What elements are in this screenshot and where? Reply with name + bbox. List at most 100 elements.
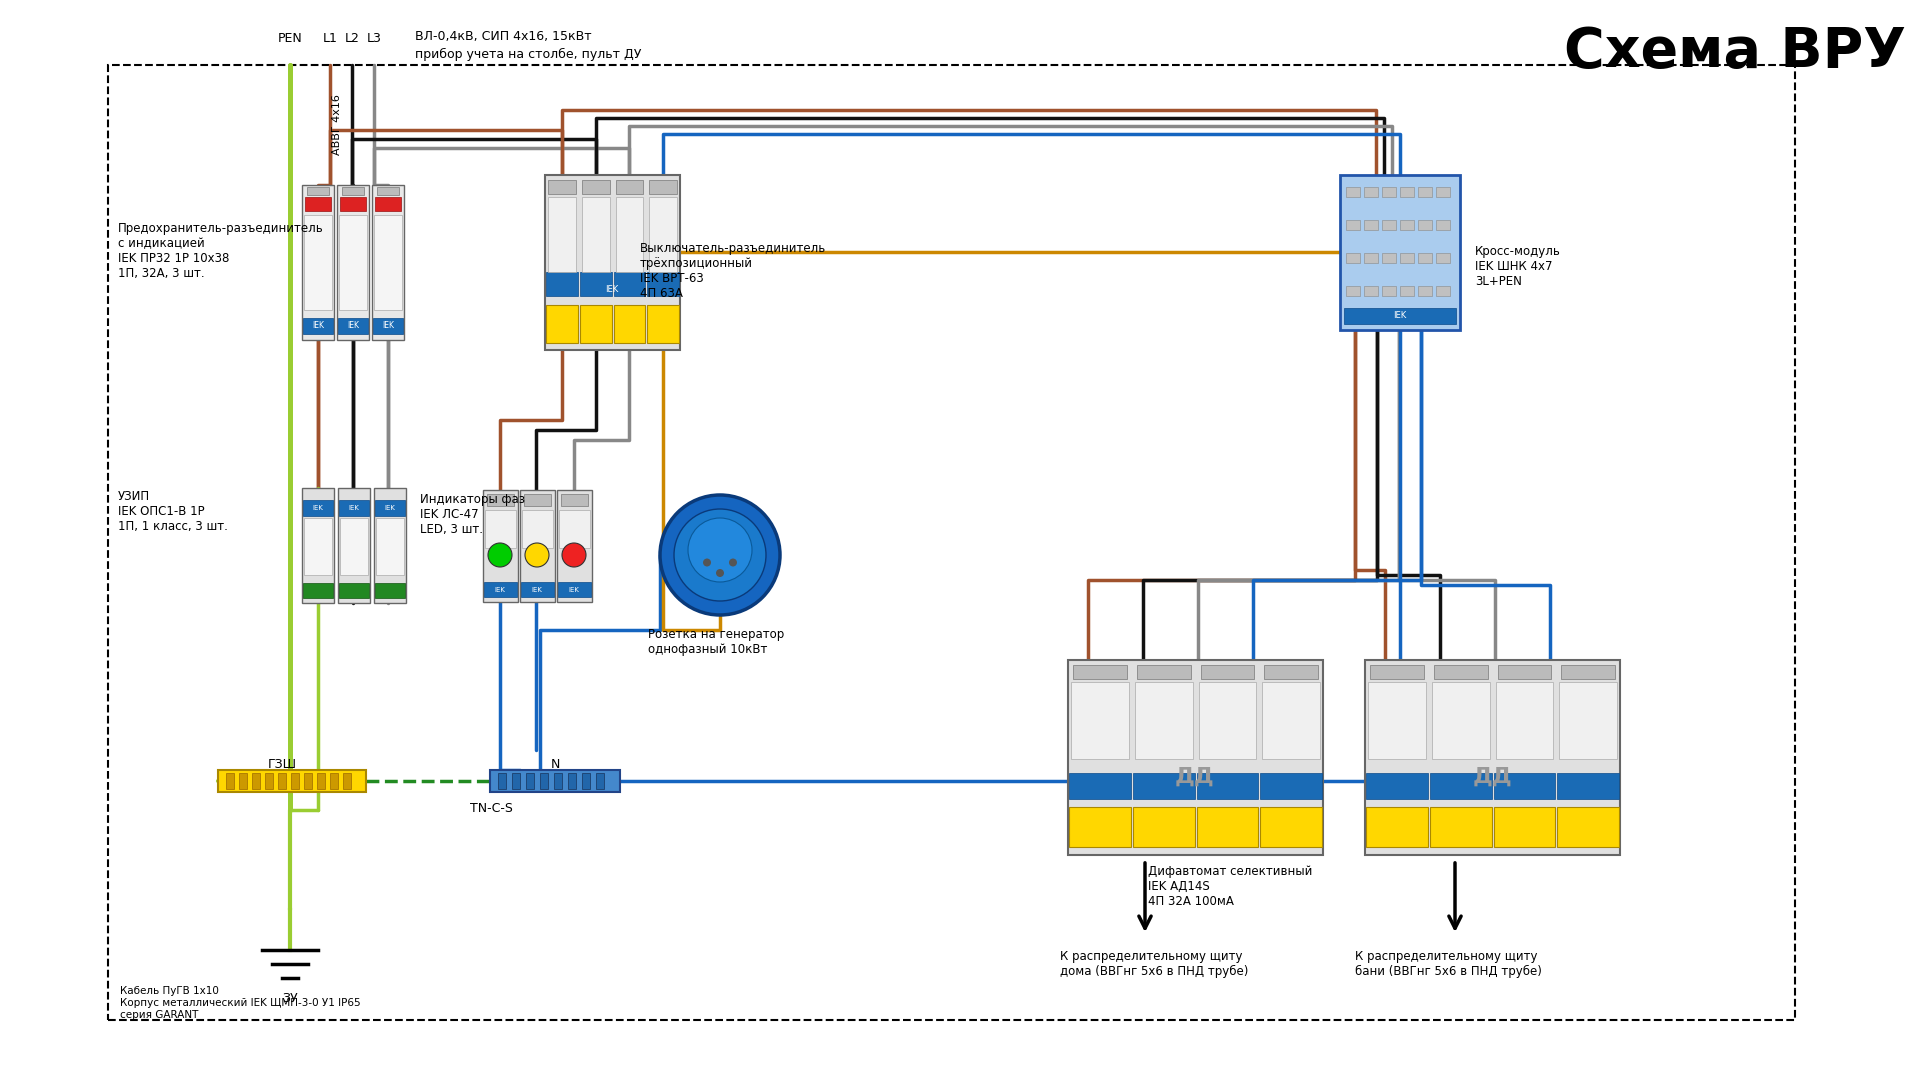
Bar <box>301 185 334 340</box>
Bar <box>1200 665 1254 679</box>
Text: Схема ВРУ: Схема ВРУ <box>1565 25 1907 79</box>
Bar <box>649 197 678 272</box>
Text: прибор учета на столбе, пульт ДУ: прибор учета на столбе, пульт ДУ <box>415 48 641 62</box>
Bar <box>1432 681 1490 759</box>
Bar <box>307 187 328 195</box>
Bar <box>372 185 403 340</box>
Bar <box>1400 253 1413 264</box>
Bar <box>647 305 680 343</box>
Bar <box>1496 681 1553 759</box>
Text: ГЗШ: ГЗШ <box>267 758 296 771</box>
Text: Кросс-модуль: Кросс-модуль <box>1475 245 1561 258</box>
Bar <box>1346 286 1359 296</box>
Bar <box>317 773 324 789</box>
Bar <box>1068 660 1323 855</box>
Bar <box>303 518 332 575</box>
Bar <box>1434 665 1488 679</box>
Bar <box>520 582 555 597</box>
Bar <box>1365 773 1428 799</box>
Bar <box>1133 773 1194 799</box>
Bar <box>303 500 332 516</box>
Text: однофазный 10кВт: однофазный 10кВт <box>649 643 768 656</box>
Bar <box>340 583 369 598</box>
Bar <box>1400 187 1413 197</box>
Bar <box>1363 253 1379 264</box>
Bar <box>555 773 563 789</box>
Bar <box>582 773 589 789</box>
Bar <box>1367 681 1427 759</box>
Bar <box>595 773 605 789</box>
Text: Дифавтомат селективный: Дифавтомат селективный <box>1148 865 1313 878</box>
Bar <box>1382 253 1396 264</box>
Text: трёхпозиционный: трёхпозиционный <box>639 257 753 270</box>
Text: L1: L1 <box>323 32 338 45</box>
Bar <box>545 175 680 350</box>
Text: IEK ШНК 4х7: IEK ШНК 4х7 <box>1475 260 1553 273</box>
Circle shape <box>687 518 753 582</box>
Bar <box>1557 773 1619 799</box>
Bar <box>545 272 578 296</box>
Bar <box>1430 807 1492 847</box>
Text: IEK ВРТ-63: IEK ВРТ-63 <box>639 272 705 285</box>
Bar <box>547 197 576 272</box>
Circle shape <box>563 543 586 567</box>
Bar <box>340 215 367 310</box>
Bar <box>303 318 332 334</box>
Bar <box>374 583 405 598</box>
Circle shape <box>524 543 549 567</box>
Text: L2: L2 <box>344 32 359 45</box>
Bar <box>1557 807 1619 847</box>
Bar <box>1071 681 1129 759</box>
Circle shape <box>703 558 710 567</box>
Bar <box>1346 187 1359 197</box>
Bar <box>1133 807 1194 847</box>
Bar <box>488 494 515 507</box>
Bar <box>490 770 620 792</box>
Text: серия GARANT: серия GARANT <box>119 1010 198 1020</box>
Bar <box>616 180 643 194</box>
Bar <box>344 773 351 789</box>
Bar <box>278 773 286 789</box>
Bar <box>1073 665 1127 679</box>
Bar <box>582 180 609 194</box>
Bar <box>1419 253 1432 264</box>
Text: TN-C-S: TN-C-S <box>470 802 513 815</box>
Bar <box>1260 807 1323 847</box>
Bar <box>1436 286 1450 296</box>
Bar <box>547 180 576 194</box>
Text: Корпус металлический IEK ЩМП-3-0 У1 IP65: Корпус металлический IEK ЩМП-3-0 У1 IP65 <box>119 998 361 1008</box>
Bar <box>1382 187 1396 197</box>
Text: ВЛ-0,4кВ, СИП 4х16, 15кВт: ВЛ-0,4кВ, СИП 4х16, 15кВт <box>415 30 591 43</box>
Text: N: N <box>551 758 561 771</box>
Bar <box>1346 220 1359 230</box>
Bar <box>1261 681 1321 759</box>
Bar <box>340 518 369 575</box>
Text: Выключатель-разъединитель: Выключатель-разъединитель <box>639 242 826 255</box>
Circle shape <box>660 495 780 615</box>
Text: 4П 32А 100мА: 4П 32А 100мА <box>1148 895 1235 908</box>
Bar <box>1363 187 1379 197</box>
Bar <box>301 488 334 603</box>
Bar <box>557 490 591 602</box>
Bar <box>305 197 330 211</box>
Bar <box>1430 773 1492 799</box>
Bar <box>1198 681 1256 759</box>
Bar <box>484 582 516 597</box>
Text: IEK АД14S: IEK АД14S <box>1148 880 1210 893</box>
Bar <box>292 773 300 789</box>
Bar <box>238 773 248 789</box>
Bar <box>614 272 645 296</box>
Text: ДД: ДД <box>1473 767 1511 787</box>
Bar <box>559 510 589 548</box>
Bar <box>1400 286 1413 296</box>
Bar <box>1559 681 1617 759</box>
Bar <box>522 510 553 548</box>
Bar <box>1263 665 1317 679</box>
Bar <box>1346 253 1359 264</box>
Bar <box>374 197 401 211</box>
Bar <box>1135 681 1192 759</box>
Bar <box>580 305 611 343</box>
Bar <box>1069 807 1131 847</box>
Bar <box>303 583 332 598</box>
Bar <box>513 773 520 789</box>
